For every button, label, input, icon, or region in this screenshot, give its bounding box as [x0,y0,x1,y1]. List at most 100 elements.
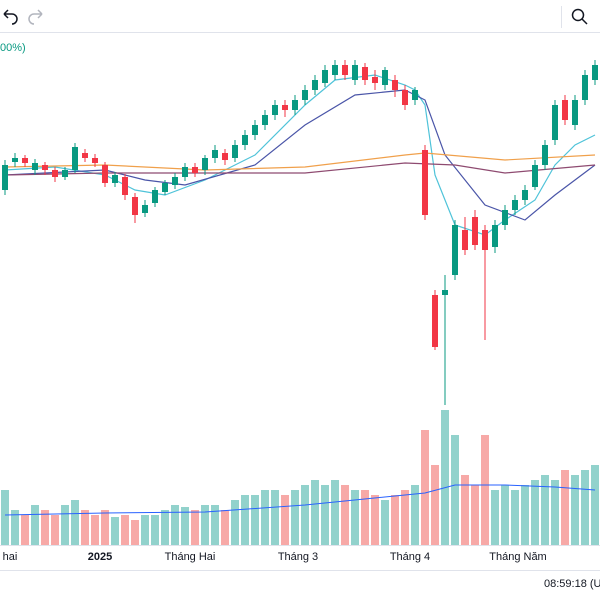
volume-bar [481,435,489,545]
candle-body [532,165,538,187]
volume-bar [371,495,379,545]
candle-body [82,153,88,158]
candle-body [182,167,188,177]
volume-bar [51,515,59,545]
candle-body [172,177,178,185]
candle-body [232,145,238,158]
candle-body [222,153,228,160]
candle-body [322,70,328,83]
volume-bar [271,490,279,545]
candle-body [42,165,48,170]
volume-bar [231,500,239,545]
time-axis: hai 2025 Tháng Hai Tháng 3 Tháng 4 Tháng Năm [3,551,547,563]
volume-bar [331,480,339,545]
time-label: Tháng Năm [489,551,546,563]
candle-body [462,230,468,250]
volume-average [4,484,596,516]
volume-bar [281,495,289,545]
volume-bar [171,505,179,545]
volume-bar [161,510,169,545]
candle-body [482,230,488,250]
candle-body [52,170,58,177]
candle-body [422,150,428,215]
volume-bar [121,515,129,545]
candle-body [152,190,158,203]
volume-bar [221,510,229,545]
candle-body [92,158,98,163]
volume-bar [401,490,409,545]
candle-body [562,100,568,120]
volume-bar [131,520,139,545]
candle-body [362,67,368,80]
clock: 08:59:18 (U [544,578,600,590]
candle-body [592,65,598,80]
volume-bar [91,515,99,545]
price-layer [2,60,598,405]
volume-layer [1,410,599,545]
candle-body [12,158,18,162]
volume-bar [571,475,579,545]
volume-bar [441,410,449,545]
candle-body [382,70,388,85]
volume-bar [391,495,399,545]
volume-bar [381,500,389,545]
candle-body [402,90,408,105]
redo-icon[interactable] [28,9,43,25]
volume-bar [511,490,519,545]
volume-bar [341,485,349,545]
candle-body [122,177,128,195]
candle-body [472,217,478,245]
volume-bar [581,470,589,545]
undo-icon[interactable] [3,9,18,25]
volume-bar [261,490,269,545]
volume-bar [191,510,199,545]
candle-body [552,105,558,140]
volume-bar [591,465,599,545]
candle-body [192,167,198,173]
candle-body [72,147,78,170]
legend-fragment: 00%) [0,42,26,54]
volume-bar [61,505,69,545]
candle-body [262,115,268,125]
volume-bar [471,485,479,545]
volume-bar [351,490,359,545]
candle-body [112,175,118,183]
volume-bar [411,485,419,545]
candle-body [412,90,418,100]
candle-body [582,75,588,100]
candle-body [2,165,8,190]
candle-body [242,135,248,145]
candle-body [212,150,218,158]
candle-body [392,80,398,90]
volume-bar [501,485,509,545]
volume-bar [491,490,499,545]
volume-bar [321,485,329,545]
candle-body [302,90,308,100]
volume-bar [451,435,459,545]
candle-body [502,210,508,225]
volume-bar [531,480,539,545]
candle-body [452,225,458,275]
volume-bar [31,505,39,545]
candle-body [162,183,168,192]
time-label: hai [3,551,18,563]
candle-body [332,65,338,75]
candle-body [252,125,258,135]
candle-body [342,65,348,75]
volume-bar [291,490,299,545]
candle-body [282,105,288,110]
time-label: Tháng 4 [390,551,430,563]
volume-bar [241,495,249,545]
volume-bar [251,495,259,545]
candle-body [272,105,278,115]
candle-body [202,158,208,170]
volume-bar [101,510,109,545]
time-label: 2025 [88,551,112,563]
volume-bar [11,510,19,545]
zoom-icon[interactable] [571,8,588,25]
candle-body [372,77,378,83]
candle-body [572,100,578,125]
candle-body [522,190,528,200]
